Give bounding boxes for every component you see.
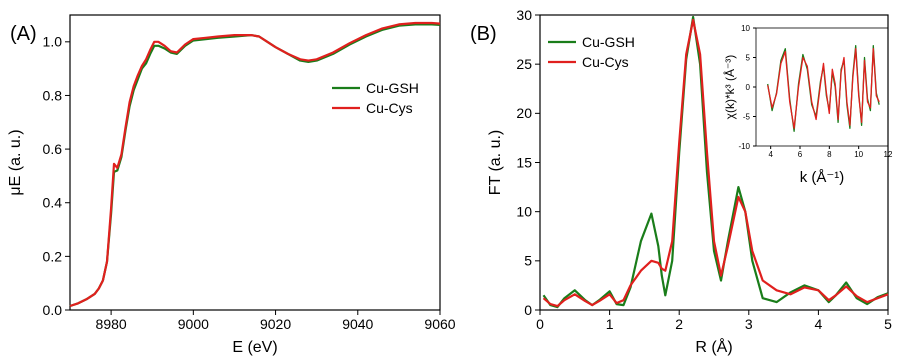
chart-panel-a: 8980 9000 9020 9040 9060 0.0 0.2 0.4 0.6 0.8 1.0 E … — [7, 14, 456, 356]
y-tick-label: 25 — [516, 56, 532, 72]
x-tick-label: 1 — [606, 316, 614, 332]
x-tick-label: 8 — [827, 150, 832, 159]
y-tick-label: 5 — [524, 253, 532, 269]
x-tick-label: 9000 — [178, 316, 209, 332]
y-tick-label: -10 — [738, 142, 750, 151]
legend-label: Cu-Cys — [366, 100, 413, 116]
x-axis-label: E (eV) — [232, 339, 277, 356]
y-tick-label: -5 — [743, 112, 751, 121]
panel-label: (B) — [470, 23, 497, 45]
y-tick-label: 0.8 — [43, 87, 63, 103]
y-axis-label: χ(k)*k³ (Å⁻³) — [722, 55, 737, 120]
x-tick-label: 9040 — [342, 316, 373, 332]
series-line-cu-gsh — [69, 23, 441, 308]
y-tick-label: 0.6 — [43, 141, 63, 157]
y-tick-label: 15 — [516, 154, 532, 170]
x-tick-label: 9020 — [260, 316, 291, 332]
series-line-cu-gsh — [767, 45, 880, 132]
x-tick-label: 2 — [675, 316, 683, 332]
x-tick-label: 3 — [745, 316, 753, 332]
y-tick-label: 30 — [516, 7, 532, 23]
y-tick-label: 0.2 — [43, 248, 63, 264]
y-tick-label: 0.0 — [43, 302, 63, 318]
y-axis-label: FT (a. u.) — [487, 130, 504, 196]
y-tick-label: 0 — [524, 302, 532, 318]
y-tick-label: 5 — [746, 53, 751, 62]
x-axis-label: k (Å⁻¹) — [800, 169, 845, 186]
y-tick-label: 1.0 — [43, 34, 63, 50]
legend-label: Cu-GSH — [366, 80, 419, 96]
series-line-cu-cys — [542, 18, 889, 308]
legend-label: Cu-Cys — [582, 54, 629, 70]
x-tick-label: 8980 — [96, 316, 127, 332]
plot-frame — [755, 27, 889, 147]
y-axis-label: μE (a. u.) — [7, 129, 24, 195]
y-tick-label: 0.4 — [43, 195, 63, 211]
legend-label: Cu-GSH — [582, 34, 635, 50]
y-tick-label: 20 — [516, 105, 532, 121]
plot-frame — [69, 14, 441, 311]
x-tick-label: 12 — [884, 150, 893, 159]
x-tick-label: 0 — [536, 316, 544, 332]
x-tick-label: 4 — [768, 150, 773, 159]
y-tick-label: 10 — [516, 204, 532, 220]
x-tick-label: 9060 — [424, 316, 455, 332]
series-line-cu-cys — [69, 21, 441, 308]
y-tick-label: 10 — [741, 24, 750, 33]
x-tick-label: 6 — [798, 150, 803, 159]
x-tick-label: 4 — [815, 316, 823, 332]
series-line-cu-cys — [767, 48, 880, 129]
panel-label: (A) — [10, 23, 37, 45]
x-axis-label: R (Å) — [695, 337, 732, 356]
inset-chart: 4 6 8 10 12 -10 -5 0 5 10 k (Å⁻¹) χ(k)*k³ (Å⁻³) — [722, 24, 893, 186]
y-tick-label: 0 — [746, 83, 751, 92]
x-tick-label: 5 — [884, 316, 892, 332]
x-tick-label: 10 — [854, 150, 863, 159]
